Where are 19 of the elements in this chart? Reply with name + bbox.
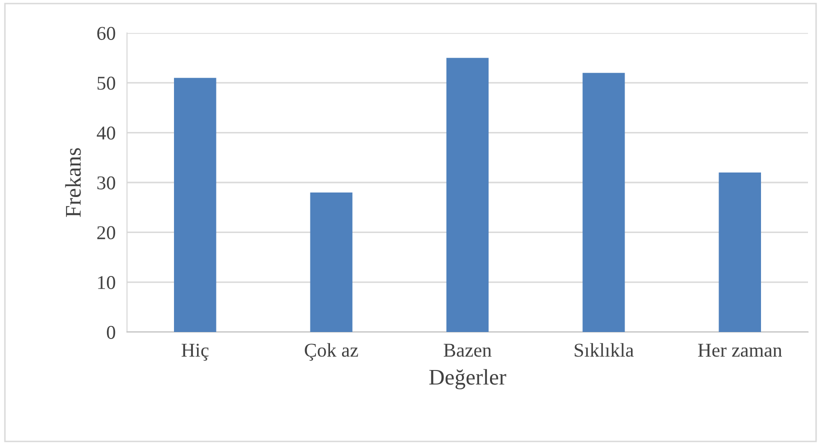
y-axis-title: Frekans bbox=[65, 148, 81, 218]
y-tick-label: 0 bbox=[106, 326, 116, 339]
x-tick-label: Bazen bbox=[444, 344, 492, 357]
bar bbox=[174, 78, 216, 332]
x-axis-title: Değerler bbox=[429, 369, 506, 390]
y-tick-label: 10 bbox=[98, 276, 116, 290]
y-tick-label: 60 bbox=[97, 26, 116, 40]
bar bbox=[310, 192, 352, 332]
y-tick-label: 30 bbox=[97, 176, 116, 190]
y-tick-label: 20 bbox=[97, 226, 116, 240]
y-tick-label: 50 bbox=[98, 76, 116, 90]
x-tick-label: Çok az bbox=[304, 343, 358, 361]
bar bbox=[718, 172, 762, 332]
x-tick-label: Her zaman bbox=[698, 344, 782, 357]
bar bbox=[446, 58, 489, 332]
x-tick-label: Sıklıkla bbox=[574, 343, 634, 357]
y-tick-label: 40 bbox=[96, 126, 116, 140]
x-tick-label: Hiç bbox=[182, 344, 209, 361]
bar bbox=[582, 72, 625, 332]
